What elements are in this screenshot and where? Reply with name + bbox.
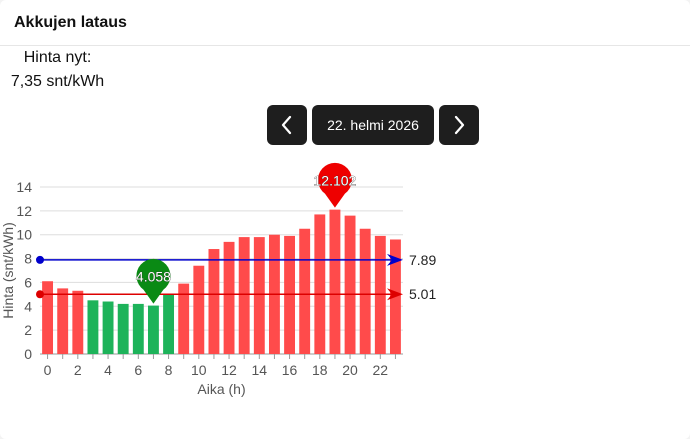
card-title: Akkujen lataus: [14, 13, 127, 31]
x-tick-label: 2: [74, 362, 82, 378]
reference-line-label: 7.89: [409, 252, 436, 268]
x-tick-label: 22: [373, 362, 389, 378]
x-tick-label: 8: [165, 362, 173, 378]
price-bar: [147, 305, 159, 354]
price-bar: [299, 228, 311, 354]
price-bar: [178, 283, 190, 354]
price-bar: [314, 214, 326, 354]
x-tick-label: 0: [44, 362, 52, 378]
price-bar: [57, 288, 69, 354]
reference-line-start-dot: [36, 255, 44, 264]
price-bar: [117, 303, 129, 354]
marker-value-label: 12.102: [314, 173, 357, 189]
price-bar: [223, 241, 235, 354]
y-tick-label: 12: [16, 203, 32, 219]
reference-line-arrow-icon: [387, 288, 403, 301]
min-price-marker: [136, 258, 171, 304]
chevron-right-icon: [454, 115, 465, 135]
x-tick-label: 12: [221, 362, 237, 378]
price-bar: [42, 281, 54, 354]
y-tick-label: 14: [16, 179, 32, 195]
reference-line-start-dot: [36, 290, 44, 299]
current-price-value: 7,35 snt/kWh: [10, 73, 105, 90]
y-tick-label: 4: [24, 298, 32, 314]
price-bar-chart: 0 2 4 6 8 10 12 14 0 2 4 6 8 10 12 14 16 18 20 22 Aika (h) Hi…: [0, 162, 436, 397]
previous-day-button[interactable]: [267, 105, 307, 145]
max-price-marker: [317, 162, 352, 208]
price-bar: [253, 237, 265, 354]
chevron-left-icon: [281, 115, 292, 135]
price-bar: [344, 215, 356, 354]
price-bar: [163, 294, 175, 354]
card-header: Akkujen lataus: [0, 0, 690, 46]
price-bar: [87, 300, 99, 354]
price-bar: [72, 290, 84, 354]
next-day-button[interactable]: [439, 105, 479, 145]
price-bar: [359, 228, 371, 354]
date-navigation: 22. helmi 2026: [267, 105, 479, 145]
y-tick-label: 2: [24, 322, 32, 338]
current-price-label: Hinta nyt:: [23, 49, 92, 66]
price-bar: [193, 265, 205, 354]
y-tick-label: 8: [24, 251, 32, 267]
price-bar: [132, 303, 144, 354]
y-tick-label: 0: [24, 346, 32, 362]
x-tick-label: 14: [252, 362, 268, 378]
x-tick-label: 6: [134, 362, 142, 378]
price-bar: [238, 237, 250, 354]
x-tick-label: 10: [191, 362, 207, 378]
x-tick-label: 4: [104, 362, 112, 378]
x-tick-label: 18: [312, 362, 328, 378]
date-selector-button[interactable]: 22. helmi 2026: [312, 105, 434, 145]
price-bar: [208, 249, 220, 354]
reference-line-arrow-icon: [387, 253, 403, 266]
reference-line-label: 5.01: [409, 286, 436, 302]
date-label: 22. helmi 2026: [327, 117, 419, 133]
price-bar: [102, 301, 114, 354]
price-bar: [329, 209, 341, 354]
x-tick-label: 16: [282, 362, 298, 378]
x-axis-label: Aika (h): [197, 381, 245, 397]
y-tick-label: 10: [16, 227, 32, 243]
y-axis-label: Hinta (snt/kWh): [0, 222, 16, 318]
x-tick-label: 20: [342, 362, 358, 378]
marker-value-label: 4.058: [136, 269, 171, 285]
y-tick-label: 6: [24, 274, 32, 290]
